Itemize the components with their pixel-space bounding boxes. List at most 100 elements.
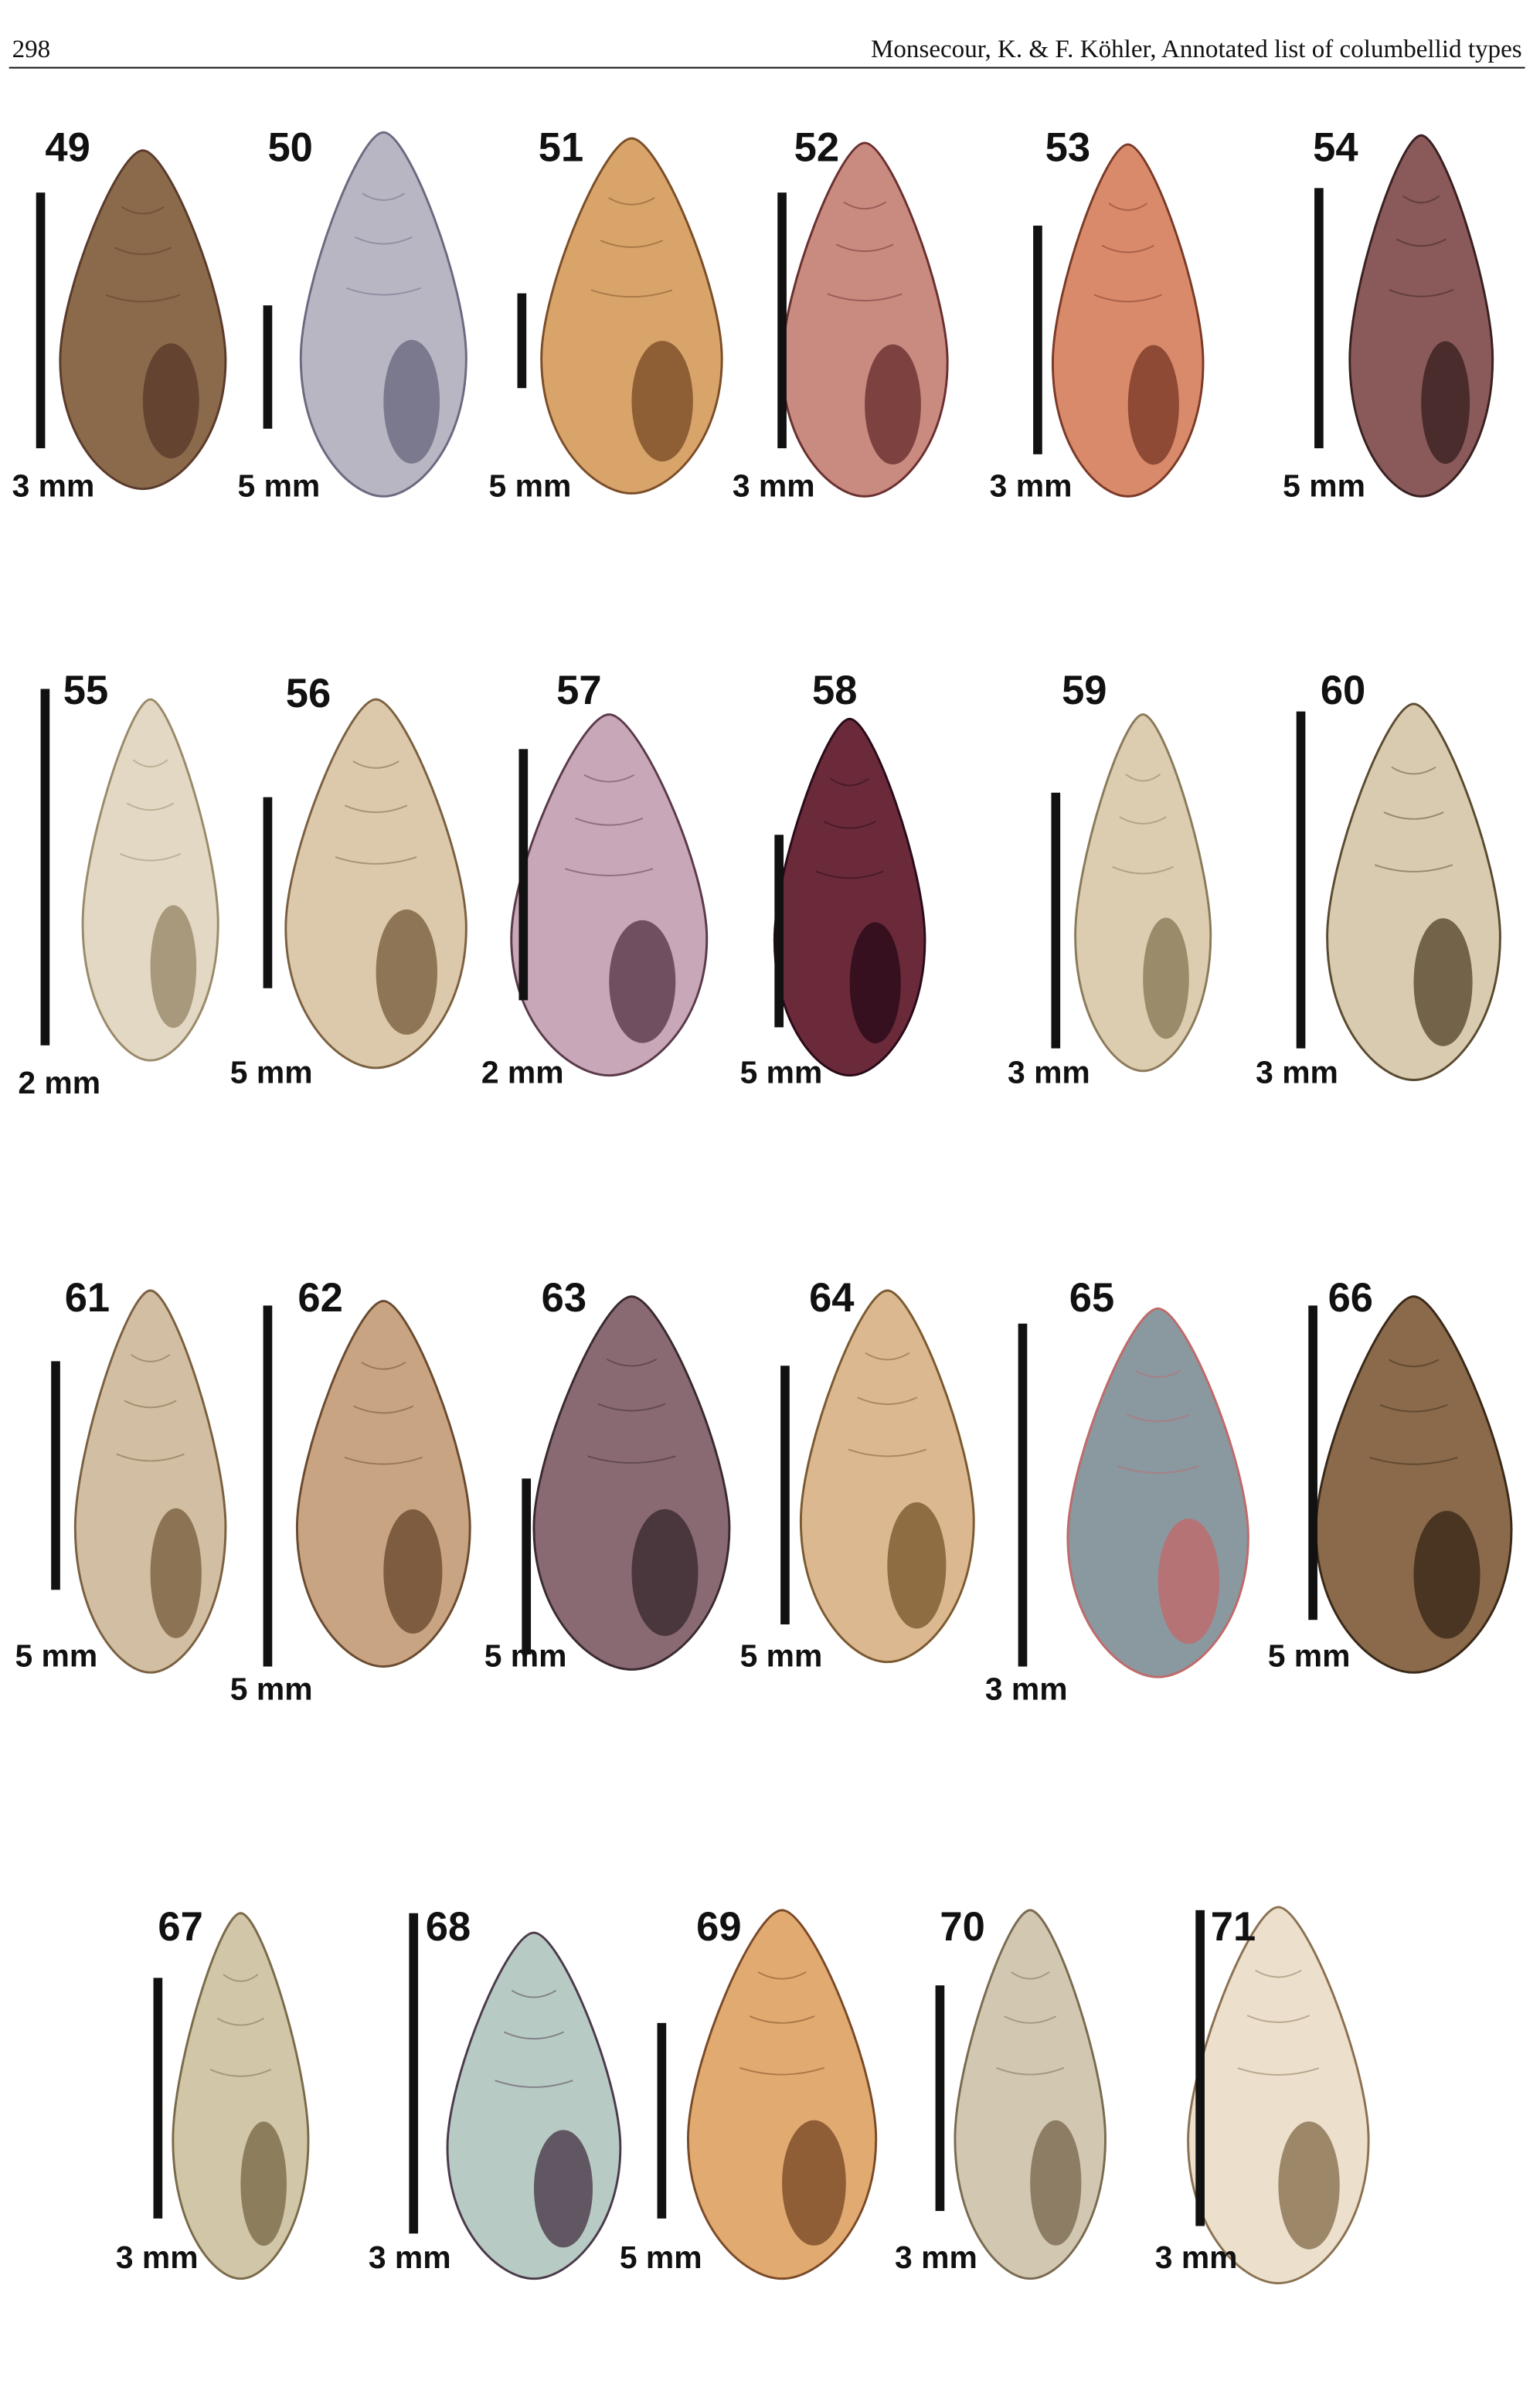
specimen-figure: 66 5 mm — [1268, 1275, 1513, 1674]
suture — [1125, 773, 1161, 782]
suture — [1010, 1971, 1050, 1980]
suture — [865, 1352, 910, 1361]
scale-label: 5 mm — [1268, 1638, 1351, 1674]
scale-bar — [1314, 188, 1324, 449]
suture — [126, 802, 175, 811]
suture — [131, 1354, 171, 1362]
suture — [1391, 766, 1436, 775]
scale-label: 3 mm — [1256, 1054, 1338, 1090]
suture — [132, 759, 168, 768]
scale-bar — [1018, 1323, 1028, 1667]
suture — [1126, 1413, 1190, 1423]
suture — [815, 870, 884, 879]
suture — [1379, 1403, 1448, 1413]
shell — [1348, 134, 1494, 498]
scale-bar — [51, 1361, 60, 1590]
page-number: 298 — [12, 36, 51, 63]
suture — [827, 293, 903, 302]
suture — [1388, 1359, 1440, 1368]
suture — [565, 868, 654, 876]
shell — [59, 149, 227, 491]
suture — [739, 2066, 825, 2076]
figure-number: 67 — [158, 1904, 202, 1950]
figure-number: 60 — [1321, 668, 1365, 713]
shell — [540, 137, 723, 495]
figure-number: 62 — [297, 1275, 342, 1321]
suture — [1112, 866, 1174, 875]
figure-number: 71 — [1211, 1904, 1256, 1950]
running-title: Monsecour, K. & F. Köhler, Annotated lis… — [871, 36, 1522, 63]
shell — [295, 1300, 471, 1668]
aperture — [1421, 341, 1470, 464]
suture — [843, 201, 886, 210]
suture — [590, 289, 673, 298]
scale-label: 3 mm — [990, 468, 1073, 503]
shell — [1066, 1307, 1249, 1678]
aperture — [1413, 1511, 1481, 1639]
shell — [1314, 1295, 1513, 1674]
suture — [1101, 244, 1154, 253]
scale-label: 3 mm — [116, 2239, 199, 2275]
suture — [105, 294, 181, 303]
scale-bar — [657, 2022, 667, 2219]
scale-label: 3 mm — [733, 468, 815, 503]
figure-number: 64 — [809, 1275, 854, 1321]
scale-label: 5 mm — [230, 1671, 313, 1706]
suture — [608, 197, 655, 206]
suture — [1369, 1457, 1458, 1465]
shell — [73, 1289, 227, 1674]
suture — [583, 774, 634, 783]
scale-bar — [1033, 226, 1042, 454]
aperture — [383, 1509, 443, 1634]
suture — [606, 1358, 658, 1367]
scale-label: 5 mm — [489, 468, 572, 503]
scale-label: 3 mm — [1008, 1054, 1090, 1090]
aperture — [865, 344, 921, 465]
suture — [597, 1403, 666, 1412]
aperture — [533, 2130, 593, 2248]
aperture — [1127, 345, 1179, 465]
suture — [216, 2017, 265, 2026]
scale-bar — [40, 689, 50, 1046]
shell — [1187, 1906, 1370, 2284]
shell — [1326, 702, 1501, 1081]
aperture — [1158, 1518, 1220, 1644]
suture — [1093, 294, 1162, 303]
shell — [773, 717, 926, 1077]
figure-number: 54 — [1313, 124, 1358, 170]
suture — [1255, 1969, 1302, 1978]
suture — [1237, 2067, 1320, 2076]
aperture — [142, 343, 199, 459]
suture — [1117, 1465, 1199, 1474]
scale-bar — [522, 1478, 532, 1655]
figure-number: 49 — [45, 124, 90, 170]
suture — [848, 1448, 926, 1457]
specimen-figure: 67 3 mm — [116, 1904, 310, 2280]
aperture — [376, 909, 437, 1036]
scale-bar — [518, 749, 529, 1001]
suture — [1108, 202, 1148, 211]
scale-bar — [777, 192, 787, 449]
figure-number: 58 — [812, 668, 857, 713]
shell — [81, 698, 219, 1062]
suture — [344, 1456, 423, 1465]
aperture — [240, 2121, 287, 2246]
figure-number: 69 — [696, 1904, 741, 1950]
scale-label: 5 mm — [484, 1638, 567, 1674]
suture — [116, 1453, 185, 1462]
specimen-figure: 58 5 mm — [740, 668, 926, 1090]
suture — [1004, 2015, 1057, 2024]
suture — [495, 2080, 573, 2088]
figure-number: 52 — [794, 124, 839, 170]
aperture — [383, 339, 440, 464]
scale-bar — [263, 797, 273, 988]
scale-bar — [1195, 1910, 1205, 2226]
figure-number: 57 — [556, 668, 601, 713]
aperture — [1413, 918, 1473, 1046]
scale-bar — [263, 1305, 273, 1667]
specimen-figure: 50 5 mm — [238, 124, 467, 503]
scale-bar — [935, 1985, 945, 2212]
figure-number: 53 — [1045, 124, 1090, 170]
aperture — [1143, 917, 1189, 1039]
aperture — [631, 1508, 699, 1637]
